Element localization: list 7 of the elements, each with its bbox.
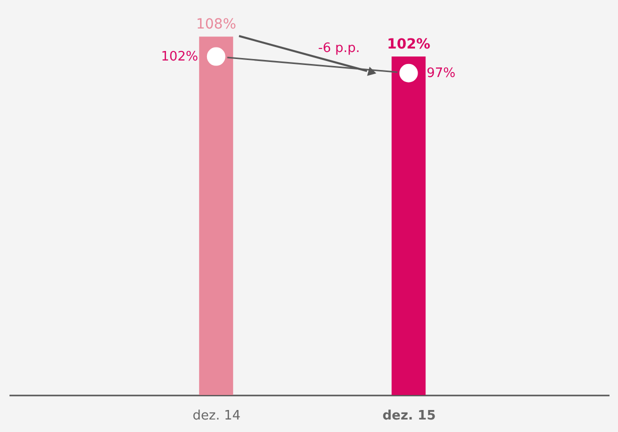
data-label: 102% [386, 36, 430, 53]
data-label: 108% [196, 16, 236, 33]
x-tick-label: dez. 15 [382, 408, 436, 424]
data-label: 102% [160, 50, 198, 65]
x-tick-label: dez. 14 [192, 408, 241, 424]
data-label: 97% [426, 66, 456, 82]
annotation: -6 p.p. [318, 41, 360, 56]
